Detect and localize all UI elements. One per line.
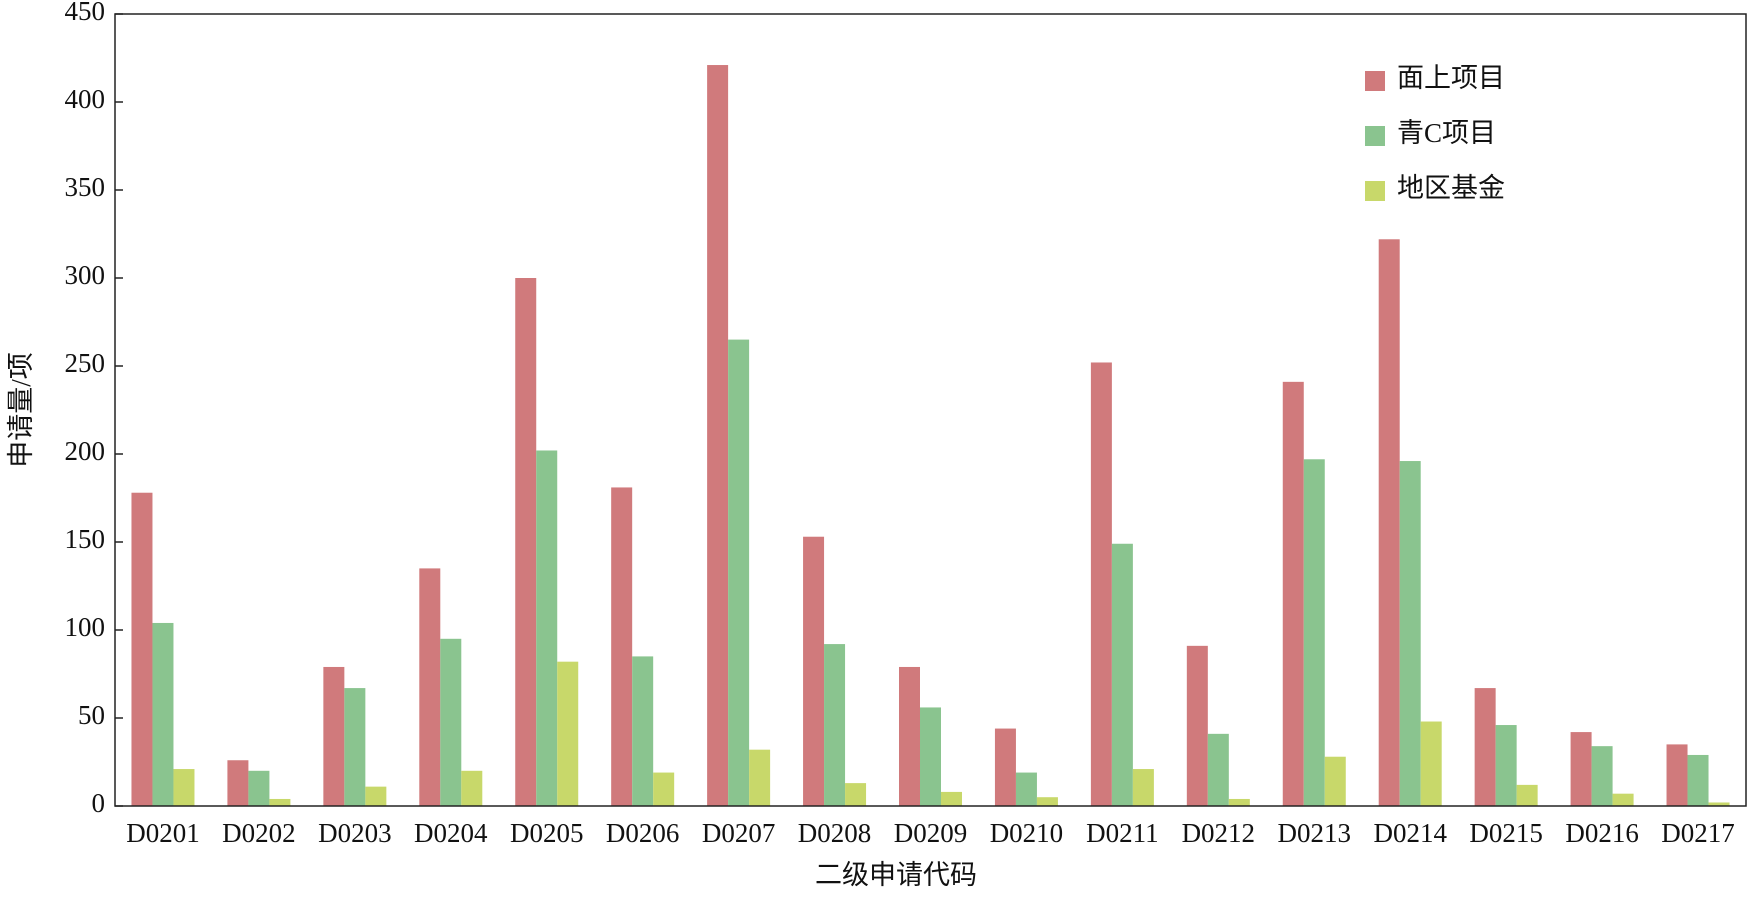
x-tick-label: D0205 [510, 818, 584, 848]
bar [824, 644, 846, 806]
x-tick-label: D0217 [1661, 818, 1735, 848]
bar [1324, 756, 1346, 806]
legend-swatch [1365, 126, 1385, 146]
x-axis-title: 二级申请代码 [815, 860, 977, 890]
legend-label: 地区基金 [1397, 173, 1505, 203]
bar [173, 769, 195, 806]
x-tick-label: D0209 [894, 818, 968, 848]
bar [1132, 769, 1154, 806]
bar [1687, 754, 1709, 806]
legend-swatch [1365, 181, 1385, 201]
bar [227, 760, 249, 806]
x-tick-label: D0210 [990, 818, 1064, 848]
bar [536, 450, 558, 806]
bar [248, 770, 270, 806]
bar [728, 339, 750, 806]
y-tick-label: 400 [65, 84, 106, 114]
bar [707, 65, 729, 807]
x-tick-label: D0212 [1182, 818, 1256, 848]
bar [1036, 797, 1058, 806]
bar [1228, 798, 1250, 806]
bar [632, 656, 654, 806]
bar [557, 661, 579, 806]
bar [941, 791, 962, 806]
x-tick-label: D0214 [1373, 818, 1447, 848]
bar [131, 492, 153, 806]
bar [419, 568, 441, 806]
x-tick-label: D0204 [414, 818, 488, 848]
bar [344, 688, 366, 806]
bar [1591, 746, 1613, 806]
legend-label: 面上项目 [1397, 63, 1505, 93]
bar [323, 666, 345, 806]
bar [1708, 802, 1730, 806]
legend-swatch [1365, 71, 1385, 91]
bar [461, 770, 483, 806]
bar [1399, 461, 1421, 806]
bar [1207, 733, 1229, 806]
bar [1570, 732, 1592, 806]
bar [1090, 362, 1112, 806]
bar [1495, 725, 1517, 806]
bar [845, 783, 867, 806]
bar [1516, 784, 1538, 806]
y-tick-label: 150 [65, 524, 106, 554]
bar [1015, 772, 1037, 806]
bar [803, 536, 825, 806]
bar [1111, 543, 1133, 806]
x-tick-label: D0213 [1278, 818, 1352, 848]
bar [1474, 688, 1496, 806]
x-tick-label: D0206 [606, 818, 680, 848]
y-tick-label: 300 [65, 260, 106, 290]
x-tick-label: D0202 [222, 818, 296, 848]
x-tick-label: D0207 [702, 818, 776, 848]
legend-label: 青C项目 [1397, 118, 1496, 148]
bar [1420, 721, 1442, 806]
y-tick-label: 350 [65, 172, 106, 202]
bar [1666, 744, 1688, 806]
x-tick-label: D0203 [318, 818, 392, 848]
plot-frame [114, 13, 1747, 807]
bar [269, 798, 291, 806]
bar [653, 772, 675, 806]
x-tick-label: D0208 [798, 818, 872, 848]
bar [920, 707, 941, 806]
y-axis-title: 申请量/项 [6, 352, 36, 468]
bar [1378, 239, 1400, 806]
bar [1282, 381, 1304, 806]
y-tick-label: 100 [65, 612, 106, 642]
bar [515, 278, 537, 806]
x-tick-label: D0215 [1469, 818, 1543, 848]
y-tick-label: 450 [65, 0, 106, 26]
y-tick-label: 200 [65, 436, 106, 466]
bar [1612, 793, 1634, 806]
bar [899, 666, 920, 806]
y-tick-label: 0 [92, 788, 106, 818]
bar [365, 786, 387, 806]
bar [749, 749, 771, 806]
bar [152, 622, 174, 806]
y-tick-label: 250 [65, 348, 106, 378]
x-tick-label: D0201 [126, 818, 200, 848]
bar [1186, 645, 1208, 806]
bar [994, 728, 1016, 806]
bar [1303, 459, 1325, 806]
x-tick-label: D0216 [1565, 818, 1639, 848]
bar [611, 487, 633, 806]
y-tick-label: 50 [78, 700, 105, 730]
x-tick-label: D0211 [1086, 818, 1159, 848]
bar [440, 638, 462, 806]
